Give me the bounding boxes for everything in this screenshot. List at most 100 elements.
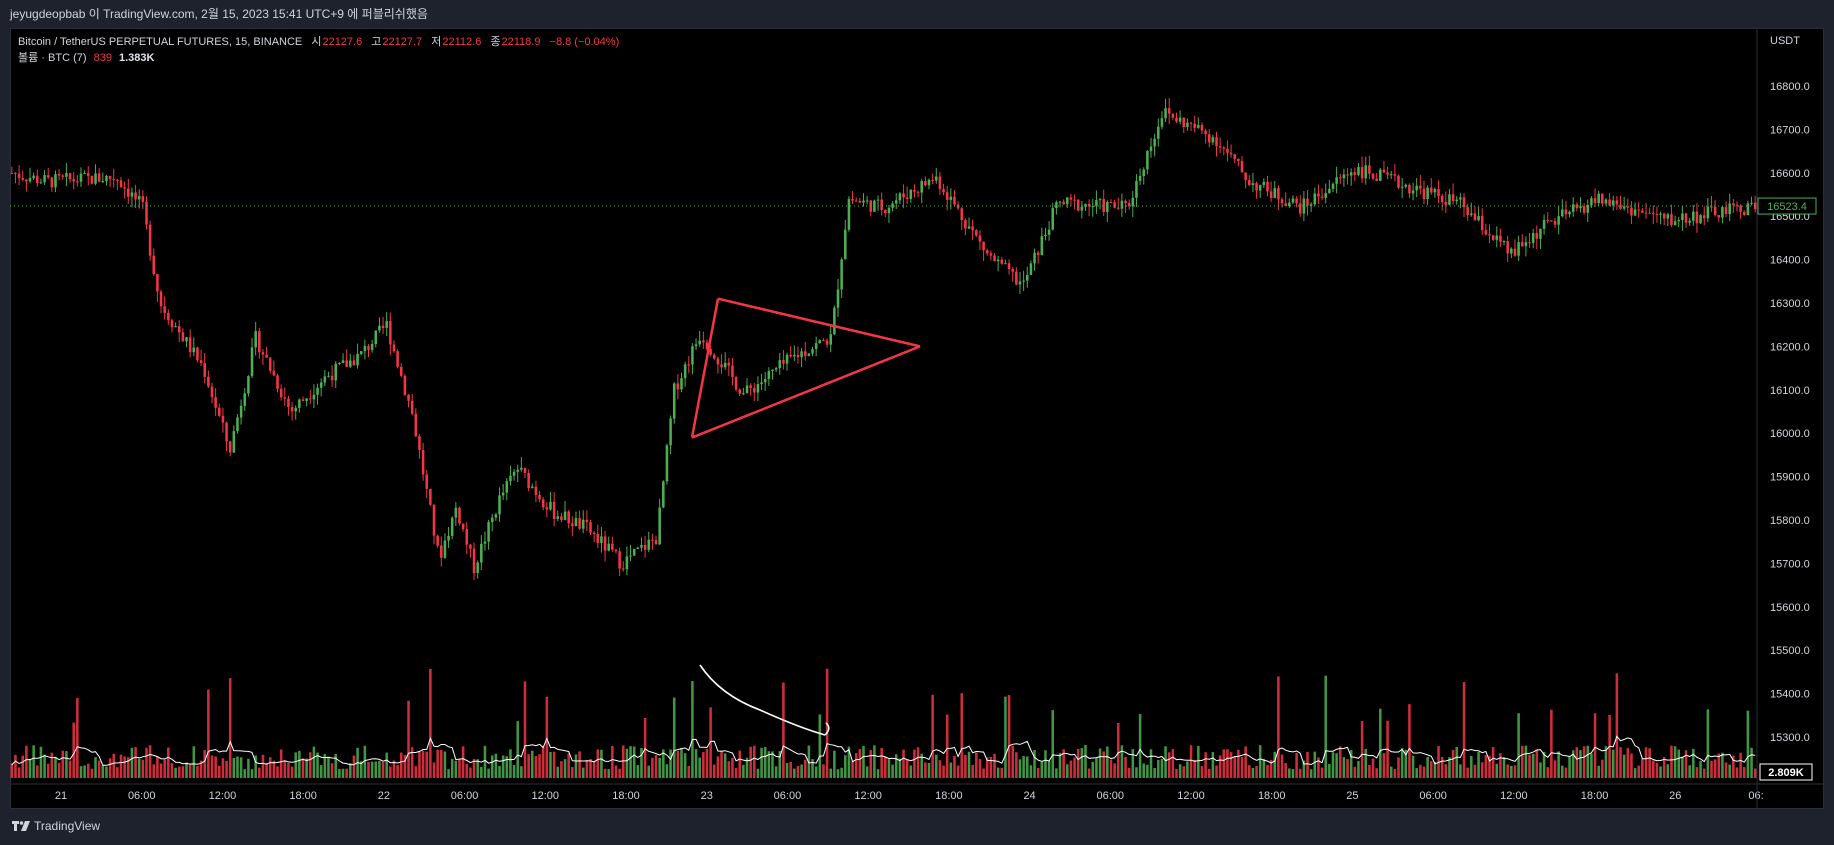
volume-bar [953, 755, 956, 778]
volume-bar [1211, 751, 1215, 778]
tradingview-logo[interactable]: TradingView [12, 819, 100, 833]
volume-bar [1197, 745, 1200, 778]
volume-bar [1651, 760, 1655, 778]
volume-bar [702, 752, 705, 778]
volume-bar [272, 760, 276, 778]
candle-body [450, 517, 454, 536]
candle-body [443, 540, 447, 558]
candle-body [545, 507, 549, 510]
volume-bar [884, 756, 887, 778]
candle-body [1706, 206, 1710, 219]
candle-body [465, 529, 469, 545]
volume-bar [1575, 747, 1579, 778]
candle-body [683, 364, 687, 379]
volume-bar [763, 746, 767, 778]
candle-body [1455, 199, 1459, 202]
volume-bar [1422, 766, 1426, 778]
time-tick: 12:00 [532, 790, 560, 802]
volume-bar [83, 765, 86, 778]
candle-body [432, 504, 436, 536]
volume-bar [440, 749, 443, 778]
candle-body [334, 363, 338, 381]
volume-bar [1517, 713, 1520, 778]
time-tick: 21 [55, 790, 67, 802]
volume-label[interactable]: 볼륨 · BTC (7) [18, 52, 87, 64]
candle-body [651, 539, 654, 541]
candle-body [727, 362, 731, 366]
volume-bar [1066, 764, 1069, 778]
volume-bar [105, 766, 108, 778]
candle-body [829, 334, 832, 345]
volume-bar [108, 758, 112, 778]
candle-body [942, 189, 945, 193]
candle-body [94, 173, 97, 184]
volume-bar [1397, 757, 1400, 778]
volume-bar [836, 769, 840, 778]
symbol-name[interactable]: Bitcoin / TetherUS PERPETUAL FUTURES, 15… [18, 36, 303, 48]
volume-bar [1699, 760, 1702, 778]
volume-bar [1451, 749, 1455, 778]
volume-bar [887, 759, 891, 778]
candle-body [385, 321, 388, 328]
volume-bar [956, 765, 960, 778]
volume-bar [1539, 762, 1542, 778]
candle-body [523, 467, 527, 473]
volume-bar [1379, 708, 1382, 778]
time-tick: 06:00 [128, 790, 156, 802]
volume-bar [454, 760, 458, 778]
current-price-value: 16523.4 [1767, 201, 1807, 213]
volume-bar [116, 767, 119, 778]
volume-bar [705, 748, 709, 778]
volume-bar [1448, 757, 1451, 778]
candle-body [1007, 263, 1011, 270]
volume-bar [258, 767, 261, 778]
volume-bar [338, 768, 341, 778]
candle-body [86, 173, 90, 176]
candle-body [975, 230, 978, 236]
candle-body [803, 351, 807, 356]
candle-body [1095, 199, 1098, 207]
candle-body [105, 175, 108, 182]
volume-bar [1579, 750, 1582, 778]
candle-body [1342, 174, 1346, 179]
candle-body [905, 197, 909, 199]
candle-body [287, 398, 290, 408]
candle-body [767, 370, 771, 379]
candle-body [509, 475, 512, 482]
candle-body [483, 541, 487, 544]
candle-body [716, 358, 720, 365]
volume-bar [1080, 748, 1084, 778]
candle-body [170, 320, 174, 328]
candle-body [196, 347, 199, 361]
candle-body [807, 353, 811, 356]
volume-bar [1655, 762, 1659, 778]
candle-body [440, 545, 443, 558]
candle-body [421, 449, 425, 475]
volume-bar [818, 714, 822, 778]
volume-bar [811, 759, 814, 778]
candle-body [625, 556, 629, 570]
volume-bar [50, 752, 54, 778]
candle-body [505, 481, 509, 493]
candle-body [389, 321, 392, 345]
chart-frame[interactable] [10, 28, 1824, 809]
volume-bar [283, 760, 287, 778]
candle-body [43, 175, 46, 183]
candle-body [953, 196, 956, 205]
low-label: 저 [431, 36, 442, 48]
candle-body [1662, 213, 1666, 219]
volume-bar [1164, 746, 1167, 778]
volume-bar [61, 750, 65, 778]
candle-body [742, 393, 745, 395]
candle-body [865, 200, 869, 202]
volume-bar [210, 755, 214, 778]
volume-bar [844, 755, 847, 778]
volume-bar [349, 763, 352, 778]
volume-bar [738, 750, 742, 778]
volume-bar [567, 753, 570, 778]
volume-bar [509, 749, 512, 778]
candle-body [949, 196, 953, 200]
price-tick: 15600.0 [1770, 602, 1810, 614]
volume-badge [1759, 763, 1813, 781]
